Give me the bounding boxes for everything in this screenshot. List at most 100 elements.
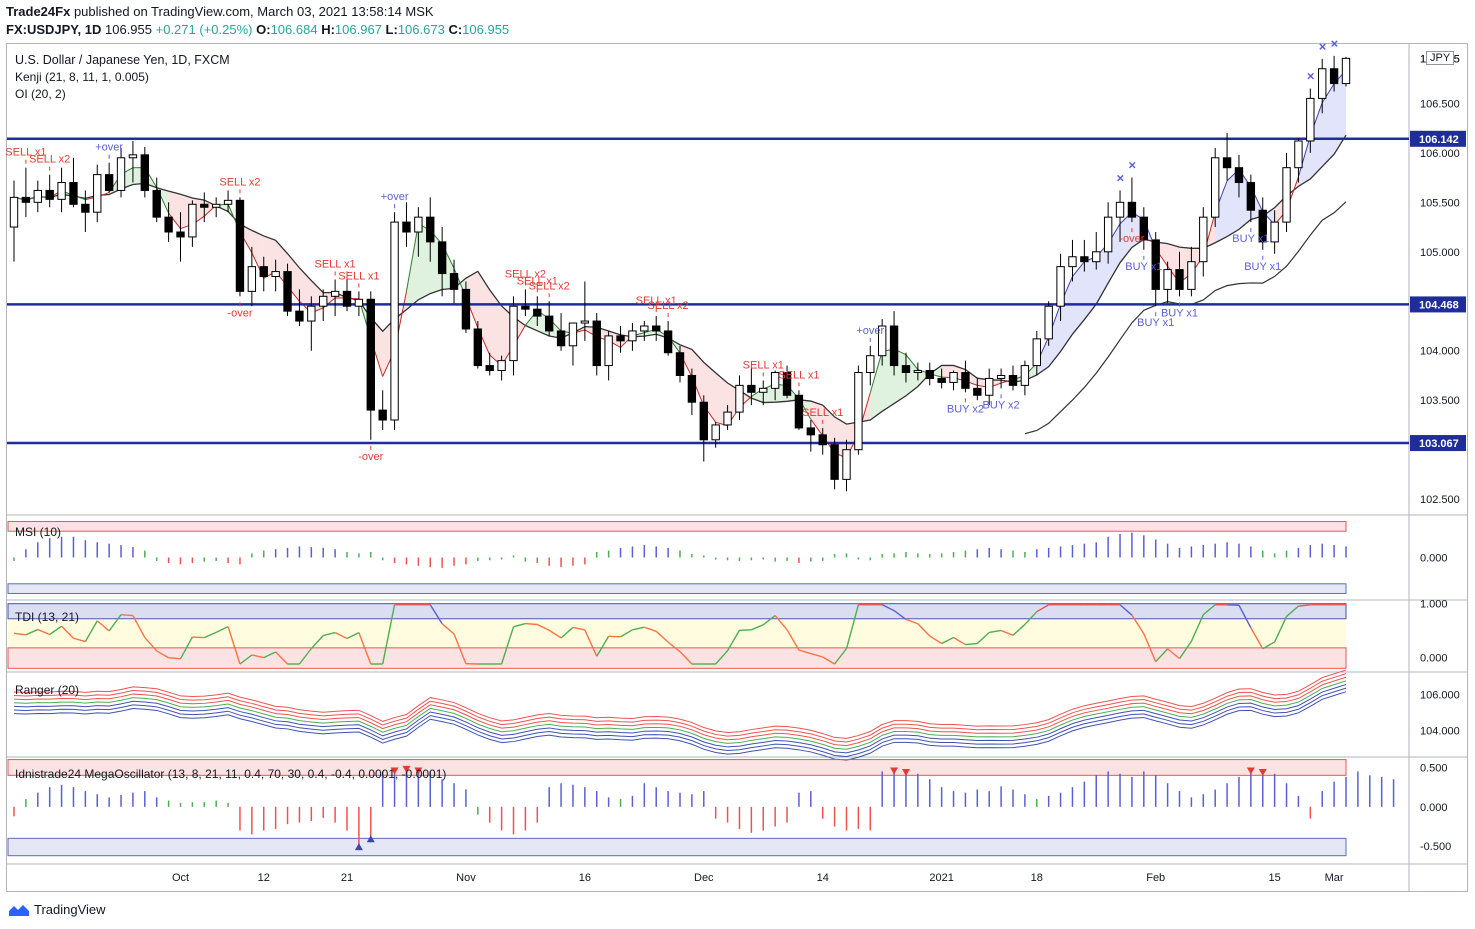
kenji-fast-line-segment	[905, 354, 919, 370]
candle	[21, 167, 31, 218]
candle	[414, 207, 423, 257]
kenji-cloud-segment	[1334, 70, 1346, 155]
signal-label: BUY x1	[1137, 317, 1174, 329]
mega-sell-triangle	[901, 769, 910, 777]
candle-body	[1115, 201, 1125, 218]
candle-body	[449, 273, 459, 290]
candle	[616, 326, 625, 353]
tdi-line-segment	[525, 622, 538, 626]
candle	[200, 192, 209, 223]
candle	[1294, 138, 1303, 183]
tdi-line-segment	[596, 635, 610, 657]
pane-ranger-label[interactable]: Ranger (20)	[15, 683, 80, 697]
candle-body	[1258, 209, 1267, 243]
candle	[164, 202, 173, 242]
candle	[604, 330, 613, 381]
signal-cross-marker: ×	[1331, 36, 1339, 51]
kenji-cloud-segment	[810, 401, 823, 436]
symbol-bar: FX:USDJPY, 1D 106.955 +0.271 (+0.25%) O:…	[6, 22, 509, 37]
kenji-cloud-segment	[406, 223, 419, 310]
kenji-cloud-segment	[418, 223, 431, 300]
ranger-band-line	[13, 673, 1347, 743]
kenji-fast-line-segment	[869, 351, 883, 393]
price-tick-label: 106.000	[1420, 148, 1460, 160]
time-tick-label: Nov	[456, 872, 476, 884]
kenji-cloud-segment	[1322, 83, 1335, 167]
candle-body	[128, 154, 138, 159]
tdi-line-segment	[1262, 641, 1275, 650]
tdi-line-segment	[37, 628, 50, 636]
signal-label: SELL x1	[338, 270, 379, 282]
candle-body	[200, 203, 209, 208]
signal-label: BUY x1	[1244, 261, 1281, 273]
price-tick-label: 103.500	[1420, 395, 1460, 407]
candle	[116, 147, 126, 198]
candle	[521, 289, 530, 317]
signal-label: SELL x1	[315, 258, 356, 270]
signal-label: +over	[95, 142, 123, 154]
currency-tag[interactable]: JPY	[1426, 51, 1455, 65]
kenji-cloud-segment	[1227, 169, 1239, 237]
tdi-line-segment	[132, 615, 146, 638]
candle-body	[842, 449, 851, 480]
kenji-cloud-segment	[1060, 276, 1073, 352]
mega-sell-triangle	[402, 765, 411, 773]
tdi-line-segment	[156, 650, 169, 659]
candle	[1199, 207, 1208, 277]
candle	[735, 375, 744, 420]
signal-label: BUY x1	[1125, 261, 1162, 273]
candle-body	[1044, 305, 1053, 340]
signal-cross-marker: ×	[1307, 69, 1315, 84]
mega-tick-label: -0.500	[1420, 841, 1451, 853]
candle	[663, 321, 673, 356]
candle	[782, 365, 792, 399]
pane-msi-label[interactable]: MSI (10)	[15, 525, 62, 539]
candle	[699, 395, 708, 462]
footer-brand-text: TradingView	[34, 902, 106, 917]
pane-mega-label[interactable]: Idnistrade24 MegaOscillator (13, 8, 21, …	[15, 767, 447, 781]
mega-sell-triangle	[414, 767, 423, 775]
kenji-cloud-segment	[1120, 212, 1132, 263]
candle	[426, 197, 435, 262]
chart-title: U.S. Dollar / Japanese Yen, 1D, FXCM	[15, 53, 230, 67]
candle-body	[426, 216, 435, 243]
candle	[544, 301, 554, 336]
candle	[9, 180, 19, 262]
signal-label: SELL x2	[529, 280, 570, 292]
candle-body	[473, 328, 483, 367]
tdi-line-segment	[1131, 614, 1145, 635]
symbol-label[interactable]: FX:USDJPY, 1D	[6, 22, 102, 37]
tdi-line-segment	[108, 614, 122, 632]
candle-body	[1234, 167, 1244, 184]
candle	[449, 259, 459, 304]
kenji-cloud-segment	[1262, 207, 1275, 225]
candle	[1175, 251, 1184, 297]
candle	[1341, 56, 1351, 87]
indicator-kenji-label[interactable]: Kenji (21, 8, 11, 1, 0.005)	[15, 70, 149, 84]
candle	[866, 345, 875, 386]
kenji-cloud-segment	[465, 271, 478, 328]
mega-tick-label: 0.000	[1420, 802, 1448, 814]
tdi-line-segment	[941, 636, 954, 645]
candle-body	[176, 231, 185, 238]
tdi-line-segment	[726, 629, 741, 652]
candle-body	[140, 154, 150, 191]
tdi-line-segment	[1036, 604, 1050, 613]
indicator-oi-label[interactable]: OI (20, 2)	[15, 87, 66, 101]
tdi-line-segment	[953, 636, 966, 646]
pane-tdi-label[interactable]: TDI (13, 21)	[15, 610, 80, 624]
publisher-name[interactable]: Trade24Fx	[6, 4, 71, 19]
tdi-line-segment	[227, 626, 241, 665]
tdi-line-segment	[215, 625, 229, 633]
signal-label: SELL x1	[743, 359, 784, 371]
candle-body	[818, 434, 827, 446]
signal-label: BUY x1	[1161, 307, 1198, 319]
footer-brand[interactable]: TradingView	[8, 902, 106, 917]
candle-body	[913, 370, 923, 374]
candle	[366, 291, 375, 440]
candle	[176, 212, 185, 262]
ranger-band-line	[13, 687, 1347, 757]
level-price-label: 106.142	[1419, 134, 1459, 146]
candle	[1068, 239, 1077, 282]
